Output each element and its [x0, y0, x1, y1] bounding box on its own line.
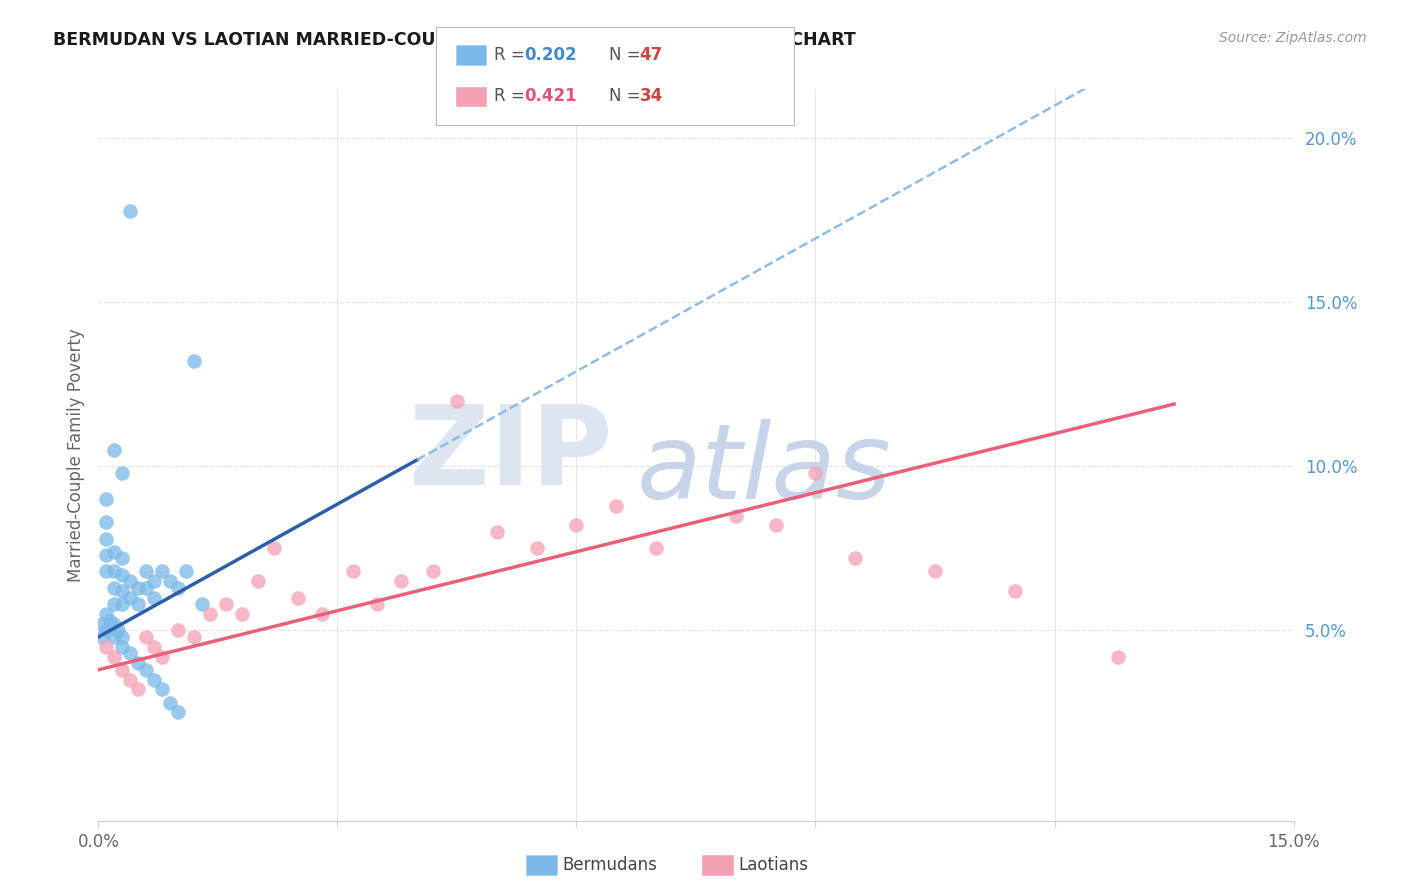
Point	[143, 574, 166, 589]
Point	[287, 591, 309, 605]
Point	[120, 203, 142, 218]
Point	[111, 597, 134, 611]
Text: ZIP: ZIP	[409, 401, 613, 508]
Point	[107, 624, 129, 638]
Point	[422, 565, 444, 579]
Point	[263, 541, 285, 556]
Point	[127, 597, 149, 611]
Point	[111, 584, 134, 599]
Point	[103, 616, 125, 631]
Point	[246, 574, 269, 589]
Point	[111, 551, 134, 566]
Point	[167, 581, 190, 595]
Point	[127, 656, 149, 670]
Text: 0.421: 0.421	[524, 87, 576, 105]
Point	[127, 581, 149, 595]
Point	[96, 624, 118, 638]
Point	[96, 492, 118, 507]
Point	[1107, 649, 1129, 664]
Point	[103, 544, 125, 558]
Point	[844, 551, 866, 566]
Point	[135, 565, 157, 579]
Point	[311, 607, 333, 621]
Point	[150, 565, 173, 579]
Point	[215, 597, 238, 611]
Point	[91, 616, 114, 631]
Point	[98, 614, 122, 628]
Point	[103, 565, 125, 579]
Text: N =: N =	[609, 87, 645, 105]
Point	[111, 640, 134, 654]
Point	[159, 574, 181, 589]
Point	[191, 597, 214, 611]
Point	[135, 663, 157, 677]
Point	[605, 499, 627, 513]
Point	[103, 597, 125, 611]
Point	[91, 630, 114, 644]
Point	[96, 532, 118, 546]
Point	[127, 682, 149, 697]
Point	[103, 442, 125, 457]
Point	[1004, 584, 1026, 599]
Y-axis label: Married-Couple Family Poverty: Married-Couple Family Poverty	[66, 328, 84, 582]
Point	[143, 591, 166, 605]
Point	[446, 393, 468, 408]
Point	[183, 630, 205, 644]
Point	[342, 565, 364, 579]
Point	[167, 624, 190, 638]
Point	[111, 663, 134, 677]
Point	[389, 574, 412, 589]
Point	[96, 548, 118, 562]
Point	[804, 466, 827, 480]
Point	[924, 565, 946, 579]
Point	[485, 524, 508, 539]
Text: Source: ZipAtlas.com: Source: ZipAtlas.com	[1219, 31, 1367, 45]
Point	[111, 567, 134, 582]
Text: 0.202: 0.202	[524, 46, 576, 64]
Point	[103, 630, 125, 644]
Point	[143, 673, 166, 687]
Point	[111, 630, 134, 644]
Point	[96, 607, 118, 621]
Point	[120, 574, 142, 589]
Point	[135, 581, 157, 595]
Point	[135, 630, 157, 644]
Point	[565, 518, 588, 533]
Point	[103, 649, 125, 664]
Point	[120, 591, 142, 605]
Point	[96, 640, 118, 654]
Point	[111, 466, 134, 480]
Point	[143, 640, 166, 654]
Point	[120, 646, 142, 660]
Text: atlas: atlas	[637, 418, 891, 521]
Point	[96, 515, 118, 529]
Point	[198, 607, 221, 621]
Point	[120, 673, 142, 687]
Text: N =: N =	[609, 46, 645, 64]
Point	[150, 682, 173, 697]
Text: R =: R =	[494, 87, 530, 105]
Point	[96, 565, 118, 579]
Point	[183, 354, 205, 368]
Point	[159, 696, 181, 710]
Point	[150, 649, 173, 664]
Point	[103, 581, 125, 595]
Text: 47: 47	[640, 46, 664, 64]
Point	[526, 541, 548, 556]
Point	[167, 706, 190, 720]
Point	[724, 508, 747, 523]
Text: 34: 34	[640, 87, 664, 105]
Point	[765, 518, 787, 533]
Text: BERMUDAN VS LAOTIAN MARRIED-COUPLE FAMILY POVERTY CORRELATION CHART: BERMUDAN VS LAOTIAN MARRIED-COUPLE FAMIL…	[53, 31, 856, 49]
Text: R =: R =	[494, 46, 530, 64]
Point	[174, 565, 197, 579]
Point	[231, 607, 253, 621]
Point	[645, 541, 668, 556]
Text: Laotians: Laotians	[738, 856, 808, 874]
Point	[366, 597, 388, 611]
Text: Bermudans: Bermudans	[562, 856, 657, 874]
